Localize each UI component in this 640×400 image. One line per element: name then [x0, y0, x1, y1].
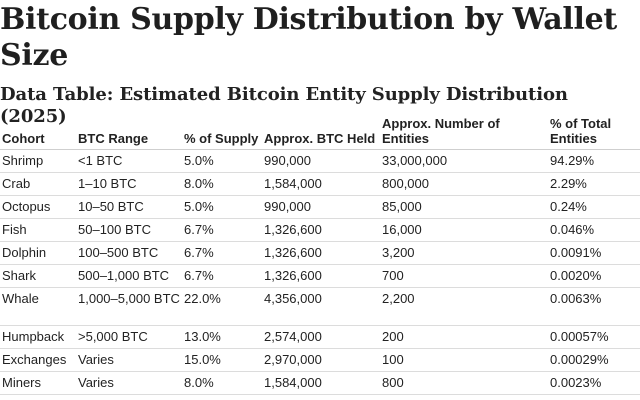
cell-btc-range: >5,000 BTC: [76, 325, 182, 349]
header-btc-held: Approx. BTC Held: [262, 114, 380, 150]
table-row: Octopus 10–50 BTC 5.0% 990,000 85,000 0.…: [0, 195, 640, 219]
cell-percent-supply: 22.0%: [182, 287, 262, 326]
cell-btc-held: 2,970,000: [262, 348, 380, 372]
cell-cohort: Exchanges: [0, 348, 76, 372]
cell-cohort: Humpback: [0, 325, 76, 349]
cell-btc-held: 1,326,600: [262, 241, 380, 265]
cell-btc-held: 1,584,000: [262, 172, 380, 196]
table-row: Crab 1–10 BTC 8.0% 1,584,000 800,000 2.2…: [0, 172, 640, 196]
page-title: Bitcoin Supply Distribution by Wallet Si…: [0, 2, 617, 73]
cell-btc-held: 1,326,600: [262, 264, 380, 288]
table-row: Miners Varies 8.0% 1,584,000 800 0.0023%: [0, 371, 640, 395]
cell-btc-range: Varies: [76, 348, 182, 372]
cell-btc-held: 1,584,000: [262, 371, 380, 395]
cell-number-of-entities: 700: [380, 264, 548, 288]
header-number-of-entities: Approx. Number of Entities: [380, 114, 548, 150]
cell-percent-supply: 5.0%: [182, 195, 262, 219]
cell-percent-entities: 0.00057%: [548, 325, 640, 349]
cell-number-of-entities: 200: [380, 325, 548, 349]
cell-percent-supply: 6.7%: [182, 241, 262, 265]
cell-number-of-entities: 33,000,000: [380, 149, 548, 173]
cell-cohort: Miners: [0, 371, 76, 395]
cell-percent-entities: 0.0020%: [548, 264, 640, 288]
cell-percent-supply: 8.0%: [182, 172, 262, 196]
cell-percent-supply: 6.7%: [182, 264, 262, 288]
cell-number-of-entities: 2,200: [380, 287, 548, 326]
cell-percent-supply: 15.0%: [182, 348, 262, 372]
header-percent-supply: % of Supply: [182, 114, 262, 150]
cell-btc-range: 50–100 BTC: [76, 218, 182, 242]
cell-btc-range: 100–500 BTC: [76, 241, 182, 265]
table-row: Dolphin 100–500 BTC 6.7% 1,326,600 3,200…: [0, 241, 640, 265]
header-percent-entities: % of Total Entities: [548, 114, 640, 150]
table-row: Fish 50–100 BTC 6.7% 1,326,600 16,000 0.…: [0, 218, 640, 242]
cell-btc-range: 1–10 BTC: [76, 172, 182, 196]
supply-distribution-table: Cohort BTC Range % of Supply Approx. BTC…: [0, 114, 640, 395]
cell-cohort: Whale: [0, 287, 76, 326]
table-body: Shrimp <1 BTC 5.0% 990,000 33,000,000 94…: [0, 149, 640, 395]
cell-percent-supply: 6.7%: [182, 218, 262, 242]
cell-number-of-entities: 800: [380, 371, 548, 395]
cell-btc-range: 10–50 BTC: [76, 195, 182, 219]
cell-number-of-entities: 3,200: [380, 241, 548, 265]
header-cohort: Cohort: [0, 114, 76, 150]
cell-number-of-entities: 800,000: [380, 172, 548, 196]
cell-percent-supply: 5.0%: [182, 149, 262, 173]
cell-number-of-entities: 85,000: [380, 195, 548, 219]
cell-percent-entities: 0.24%: [548, 195, 640, 219]
table-row: Shark 500–1,000 BTC 6.7% 1,326,600 700 0…: [0, 264, 640, 288]
table-row: Exchanges Varies 15.0% 2,970,000 100 0.0…: [0, 348, 640, 372]
cell-cohort: Shrimp: [0, 149, 76, 173]
cell-percent-supply: 13.0%: [182, 325, 262, 349]
cell-btc-range: 500–1,000 BTC: [76, 264, 182, 288]
cell-percent-entities: 0.0091%: [548, 241, 640, 265]
cell-btc-held: 990,000: [262, 195, 380, 219]
header-row: Cohort BTC Range % of Supply Approx. BTC…: [0, 114, 640, 150]
cell-btc-held: 4,356,000: [262, 287, 380, 326]
cell-cohort: Shark: [0, 264, 76, 288]
cell-btc-range: Varies: [76, 371, 182, 395]
cell-number-of-entities: 100: [380, 348, 548, 372]
table-row: Whale 1,000–5,000 BTC 22.0% 4,356,000 2,…: [0, 287, 640, 326]
cell-percent-entities: 94.29%: [548, 149, 640, 173]
cell-percent-supply: 8.0%: [182, 371, 262, 395]
cell-percent-entities: 0.00029%: [548, 348, 640, 372]
cell-cohort: Dolphin: [0, 241, 76, 265]
cell-percent-entities: 0.0023%: [548, 371, 640, 395]
cell-cohort: Fish: [0, 218, 76, 242]
table-row: Humpback >5,000 BTC 13.0% 2,574,000 200 …: [0, 325, 640, 349]
cell-cohort: Octopus: [0, 195, 76, 219]
table-header: Cohort BTC Range % of Supply Approx. BTC…: [0, 114, 640, 150]
cell-percent-entities: 0.046%: [548, 218, 640, 242]
cell-btc-held: 1,326,600: [262, 218, 380, 242]
table-row: Shrimp <1 BTC 5.0% 990,000 33,000,000 94…: [0, 149, 640, 173]
cell-percent-entities: 0.0063%: [548, 287, 640, 326]
cell-btc-held: 2,574,000: [262, 325, 380, 349]
cell-btc-range: 1,000–5,000 BTC: [76, 287, 182, 326]
cell-number-of-entities: 16,000: [380, 218, 548, 242]
cell-cohort: Crab: [0, 172, 76, 196]
header-btc-range: BTC Range: [76, 114, 182, 150]
cell-btc-held: 990,000: [262, 149, 380, 173]
cell-btc-range: <1 BTC: [76, 149, 182, 173]
cell-percent-entities: 2.29%: [548, 172, 640, 196]
